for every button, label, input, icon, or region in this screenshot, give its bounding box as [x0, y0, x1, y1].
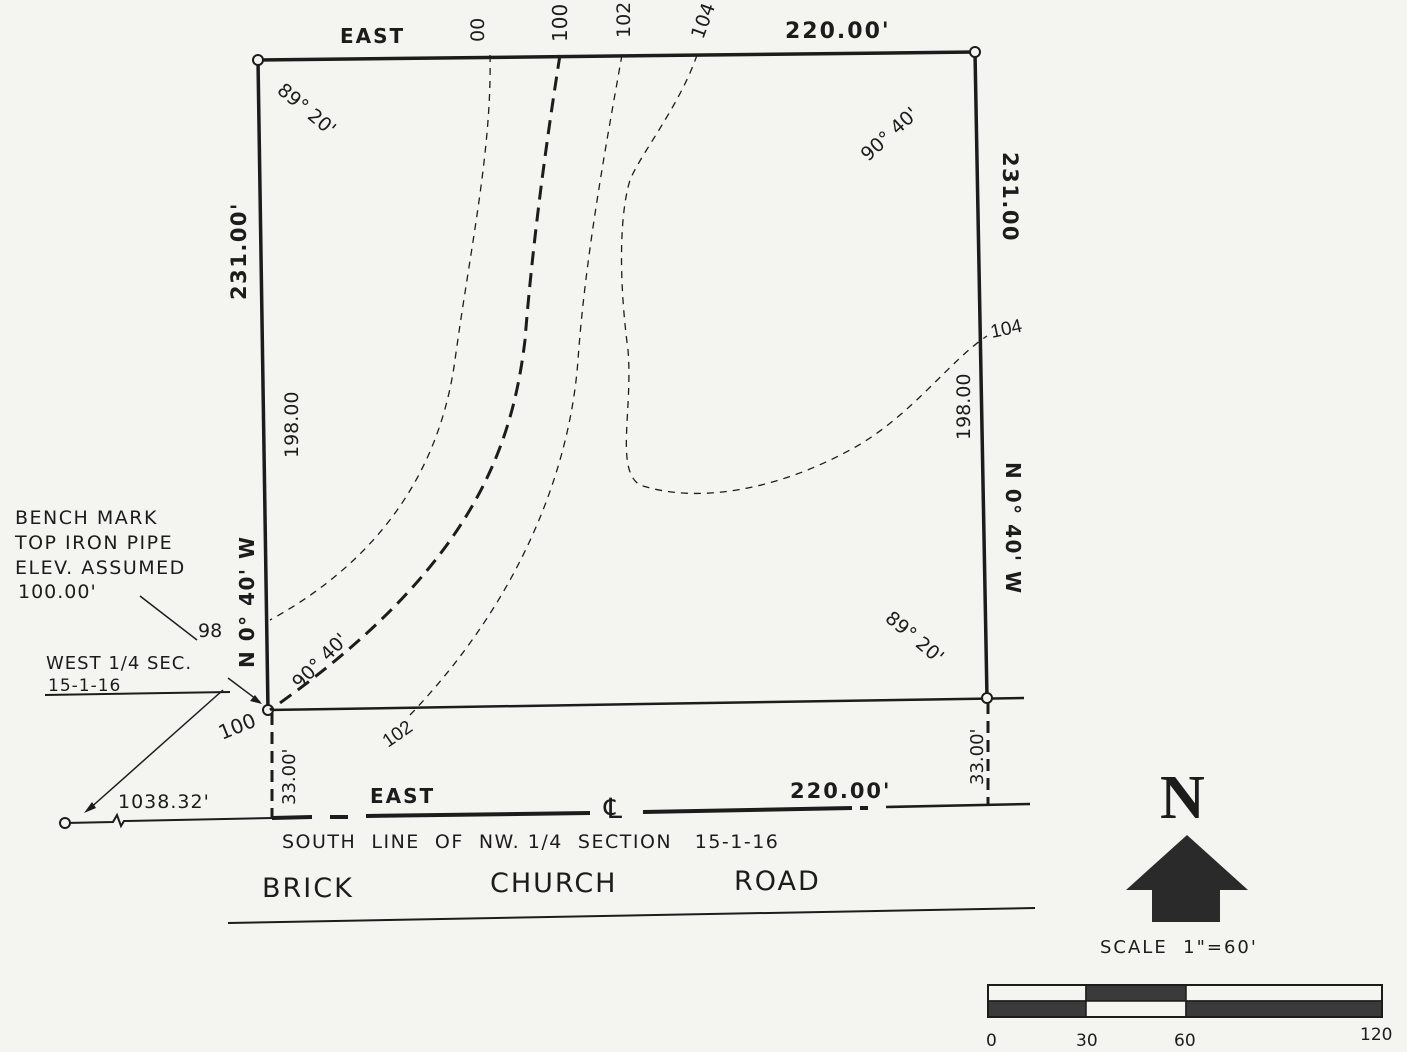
west-quarter-line — [44, 691, 231, 696]
east-road-offset-label: 33.00' — [967, 729, 988, 785]
scale-tick-60: 60 — [1174, 1031, 1196, 1051]
property-boundary — [256, 50, 1025, 712]
scale-tick-0: 0 — [986, 1031, 997, 1051]
south-line-label: SOUTH LINE OF NW. 1/4 SECTION 15-1-16 — [282, 831, 779, 853]
tie-distance-label: 1038.32' — [118, 791, 210, 813]
right-of-way-lines — [270, 702, 990, 818]
west-bearing-label: N 0° 40' W — [235, 535, 259, 668]
road-name-word-3: ROAD — [734, 866, 821, 897]
contour-label-top-2: 100 — [548, 4, 572, 42]
west-road-offset-label: 33.00' — [279, 749, 300, 805]
nw-corner-pin — [252, 54, 264, 66]
contour-lines — [269, 54, 988, 716]
ne-corner-pin — [969, 46, 981, 58]
contour-label-top-1: 00 — [467, 18, 489, 42]
north-direction-label: EAST — [340, 24, 405, 48]
bench-mark-line-2: TOP IRON PIPE — [14, 532, 173, 554]
south-direction-label: EAST — [370, 784, 435, 808]
bench-mark-leader — [139, 595, 198, 641]
road-edge-line — [227, 907, 1036, 924]
se-angle-label: 89° 20' — [881, 607, 948, 668]
west-quarter-line-2: 15-1-16 — [48, 676, 121, 696]
west-distance-label: 231.00' — [227, 202, 251, 300]
contour-label-bottom-100: 100 — [215, 708, 259, 745]
west-inner-distance-label: 198.00 — [281, 392, 303, 458]
scale-text: SCALE 1"=60' — [1100, 937, 1258, 958]
east-boundary-line — [973, 51, 989, 699]
contour-label-top-4: 104 — [687, 0, 720, 42]
contour-label-98: 98 — [198, 620, 222, 642]
road-name-word-1: BRICK — [262, 873, 354, 904]
west-boundary-line — [256, 59, 270, 711]
south-boundary-line — [267, 696, 1025, 712]
north-boundary-line — [257, 50, 976, 62]
east-distance-label: 231.00 — [998, 152, 1022, 242]
tie-arrowhead — [84, 802, 96, 813]
sw-angle-label: 90° 40' — [288, 629, 352, 693]
scale-tick-30: 30 — [1076, 1031, 1098, 1051]
quarter-corner-pin — [59, 817, 71, 829]
road-centerline — [271, 802, 1031, 820]
quarter-arrowhead — [250, 695, 262, 704]
contour-label-top-3: 102 — [613, 2, 635, 38]
contour-100 — [269, 54, 562, 712]
north-arrow-letter: N — [1160, 764, 1205, 832]
contour-104 — [620, 54, 988, 495]
north-arrow-icon — [1126, 835, 1248, 922]
bench-mark-line-1: BENCH MARK — [15, 507, 158, 529]
contour-98 — [269, 54, 491, 621]
east-bearing-label: N 0° 40' W — [1001, 462, 1025, 595]
corner-monuments — [59, 46, 993, 829]
west-quarter-line-1: WEST 1/4 SEC. — [46, 653, 192, 674]
sw-corner-pin — [262, 704, 274, 716]
east-inner-distance-label: 198.00 — [953, 374, 975, 440]
south-distance-label: 220.00' — [790, 779, 891, 803]
north-arrow: N — [1126, 764, 1248, 922]
se-corner-pin — [981, 692, 993, 704]
nw-angle-label: 89° 20' — [273, 79, 340, 140]
tie-leader — [87, 689, 224, 811]
bench-mark-note: BENCH MARK TOP IRON PIPE ELEV. ASSUMED 1… — [14, 507, 186, 603]
ne-angle-label: 90° 40' — [857, 103, 923, 166]
bench-mark-line-3: ELEV. ASSUMED — [15, 557, 186, 579]
scale-tick-120: 120 — [1360, 1025, 1392, 1045]
contour-label-right-104: 104 — [989, 316, 1025, 343]
centerline-symbol: ℄ — [603, 792, 622, 825]
contour-label-bottom-102: 102 — [379, 717, 417, 752]
bench-mark-line-4: 100.00' — [18, 581, 97, 603]
road-name-word-2: CHURCH — [490, 868, 618, 899]
scale-bar — [987, 984, 1383, 1018]
contour-102 — [409, 54, 623, 716]
tie-line — [64, 812, 273, 829]
north-distance-label: 220.00' — [785, 19, 891, 44]
